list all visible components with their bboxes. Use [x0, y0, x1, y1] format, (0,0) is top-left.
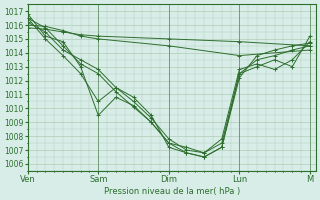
X-axis label: Pression niveau de la mer( hPa ): Pression niveau de la mer( hPa ): [104, 187, 240, 196]
